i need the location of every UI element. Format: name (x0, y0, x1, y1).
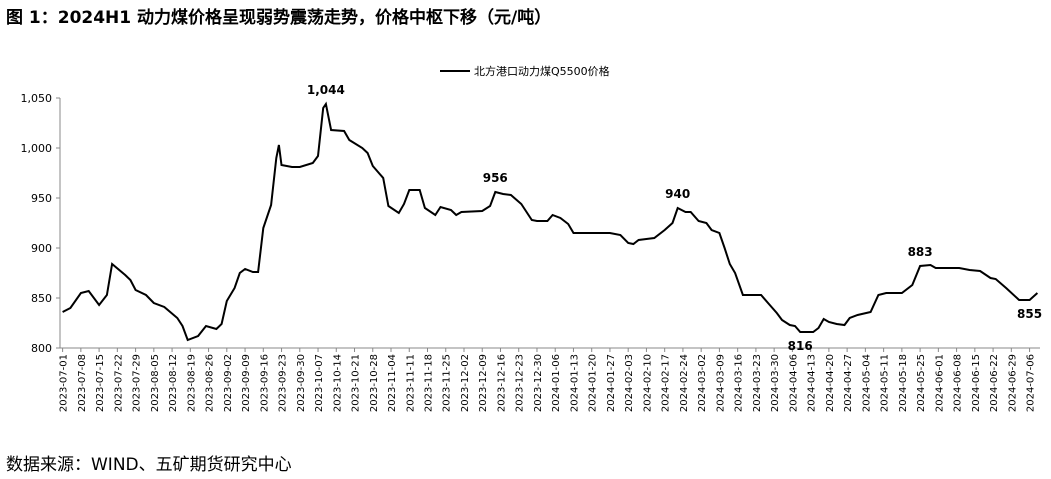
chart-title: 图 1：2024H1 动力煤价格呈现弱势震荡走势，价格中枢下移（元/吨） (6, 7, 551, 28)
x-tick-label: 2023-09-23 (278, 354, 289, 412)
y-tick-label: 950 (31, 192, 52, 205)
data-label: 956 (483, 171, 508, 185)
x-tick-label: 2023-10-14 (332, 354, 343, 412)
y-tick-label: 900 (31, 242, 52, 255)
x-tick-label: 2024-04-27 (843, 354, 854, 412)
x-tick-label: 2023-09-16 (259, 354, 270, 412)
x-tick-label: 2023-07-22 (113, 354, 124, 412)
x-tick-label: 2023-11-18 (424, 354, 435, 412)
x-tick-label: 2023-09-30 (296, 354, 307, 412)
x-tick-label: 2023-09-09 (241, 354, 252, 412)
data-label: 883 (908, 245, 933, 259)
x-tick-label: 2024-05-25 (916, 354, 927, 412)
x-tick-label: 2024-01-27 (606, 354, 617, 412)
x-tick-label: 2023-12-30 (533, 354, 544, 412)
x-tick-label: 2024-06-22 (989, 354, 1000, 412)
x-tick-label: 2023-12-16 (496, 354, 507, 412)
x-tick-label: 2024-03-09 (715, 354, 726, 412)
x-tick-label: 2023-07-08 (77, 354, 88, 412)
x-tick-label: 2024-01-20 (588, 354, 599, 412)
data-label: 1,044 (307, 83, 345, 97)
x-tick-label: 2023-11-25 (442, 354, 453, 412)
x-tick-label: 2024-06-01 (934, 354, 945, 412)
x-tick-label: 2024-06-29 (1007, 354, 1018, 412)
x-tick-label: 2023-08-05 (150, 354, 161, 412)
x-tick-label: 2024-03-02 (697, 354, 708, 412)
x-tick-label: 2024-05-11 (880, 354, 891, 412)
x-tick-label: 2023-09-02 (223, 354, 234, 412)
y-tick-label: 1,050 (21, 92, 53, 105)
y-tick-label: 800 (31, 342, 52, 355)
x-tick-label: 2024-04-13 (807, 354, 818, 412)
data-label: 855 (1017, 307, 1042, 321)
x-tick-label: 2024-02-03 (624, 354, 635, 412)
x-tick-label: 2024-02-17 (661, 354, 672, 412)
x-tick-label: 2023-08-26 (205, 354, 216, 412)
x-tick-label: 2023-10-28 (369, 354, 380, 412)
x-tick-label: 2023-08-19 (186, 354, 197, 412)
x-tick-label: 2023-07-01 (59, 354, 70, 412)
x-tick-label: 2024-04-20 (825, 354, 836, 412)
source: 数据来源：WIND、五矿期货研究中心 (6, 455, 292, 475)
x-tick-label: 2023-10-21 (351, 354, 362, 412)
x-tick-label: 2024-04-06 (788, 354, 799, 412)
x-tick-label: 2024-07-06 (1026, 354, 1037, 412)
x-tick-label: 2023-11-11 (405, 354, 416, 412)
data-label: 816 (788, 339, 813, 353)
x-tick-label: 2023-07-15 (95, 354, 106, 412)
x-tick-label: 2023-12-02 (460, 354, 471, 412)
x-tick-label: 2024-03-23 (752, 354, 763, 412)
data-label: 940 (665, 187, 690, 201)
x-tick-label: 2023-07-29 (132, 354, 143, 412)
x-tick-label: 2024-03-16 (734, 354, 745, 412)
x-tick-label: 2024-06-08 (953, 354, 964, 412)
x-tick-label: 2024-02-10 (642, 354, 653, 412)
x-tick-label: 2023-12-23 (515, 354, 526, 412)
x-tick-label: 2024-01-13 (569, 354, 580, 412)
x-tick-label: 2024-01-06 (551, 354, 562, 412)
x-tick-label: 2024-05-18 (898, 354, 909, 412)
x-tick-label: 2023-12-09 (478, 354, 489, 412)
x-tick-label: 2024-02-24 (679, 354, 690, 412)
x-tick-label: 2023-11-04 (387, 354, 398, 412)
y-tick-label: 850 (31, 292, 52, 305)
x-tick-label: 2023-08-12 (168, 354, 179, 412)
line (62, 101, 1039, 342)
y-tick-label: 1,000 (21, 142, 53, 155)
legend-label: 北方港口动力煤Q5500价格 (474, 64, 610, 78)
x-tick-label: 2023-10-07 (314, 354, 325, 412)
x-tick-label: 2024-06-15 (971, 354, 982, 412)
x-tick-label: 2024-05-04 (861, 354, 872, 412)
x-tick-label: 2024-03-30 (770, 354, 781, 412)
